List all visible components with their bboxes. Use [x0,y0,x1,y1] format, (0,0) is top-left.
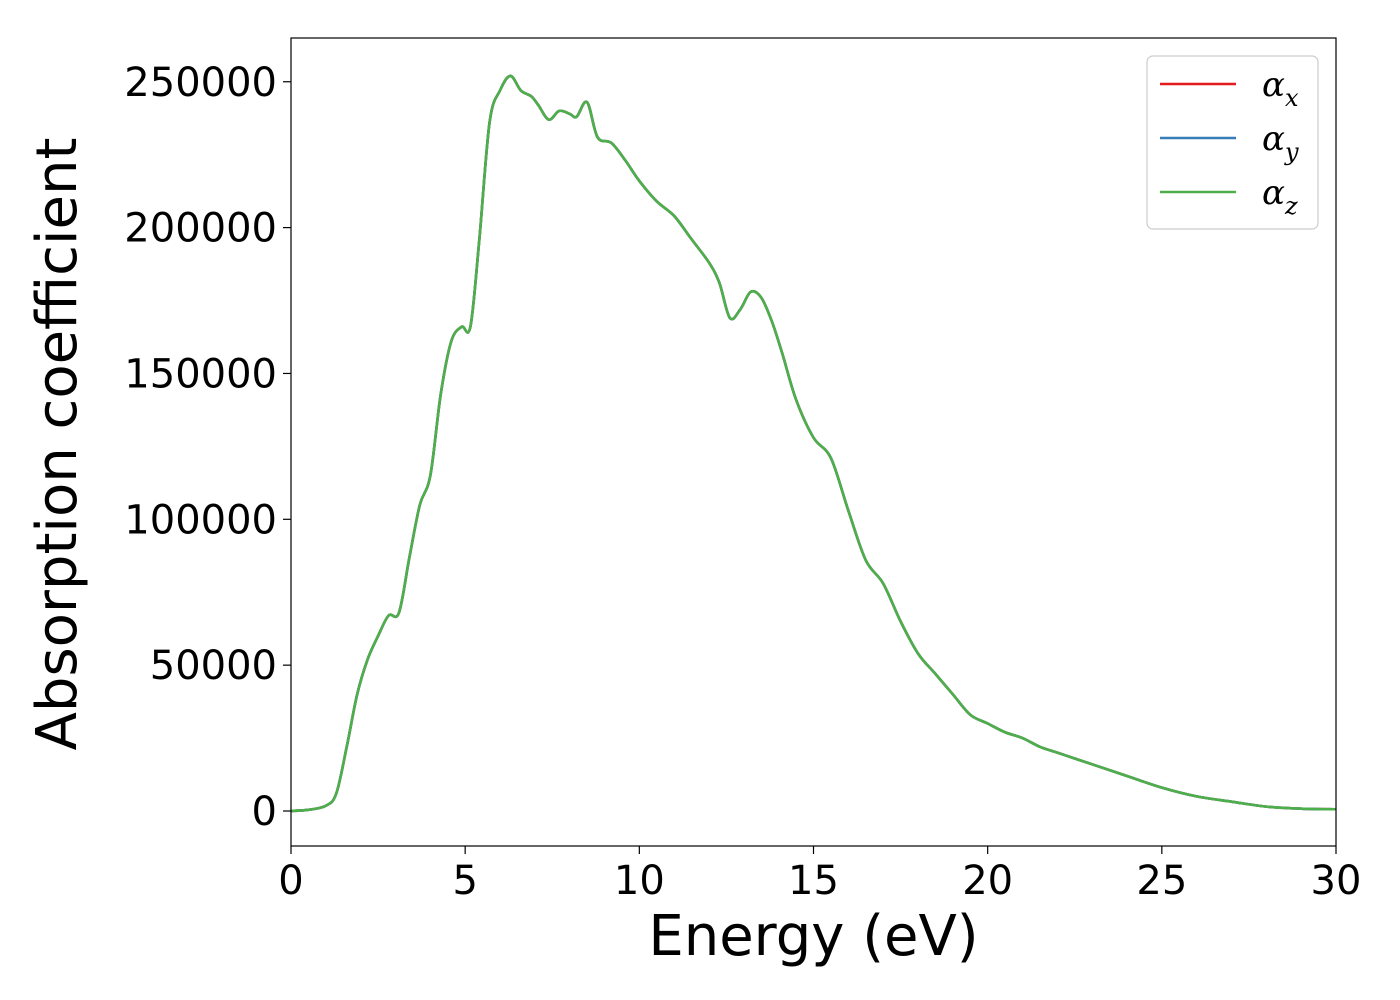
legend-label-y: αy [1262,119,1299,166]
x-tick-label: 0 [278,858,303,904]
y-axis-label: Absorption coefficient [25,138,90,751]
legend-box [1146,55,1319,230]
y-tick-label: 250000 [124,60,277,106]
x-tick-label: 5 [452,858,477,904]
x-tick-label: 15 [788,858,839,904]
series-line-z [290,74,1337,813]
legend: αx αy αz [1146,55,1319,230]
x-axis-label: Energy (eV) [648,904,978,969]
x-tick-label: 30 [1311,858,1362,904]
legend-label-x: αx [1262,65,1299,112]
y-tick-label: 0 [252,789,277,835]
y-tick-label: 50000 [150,643,277,689]
legend-label-z: αz [1262,173,1298,220]
x-tick-label: 10 [614,858,665,904]
x-tick-label: 20 [962,858,1013,904]
x-tick-label: 25 [1136,858,1187,904]
y-tick-label: 150000 [124,351,277,397]
y-tick-label: 200000 [124,206,277,252]
y-axis-ticks: 0 50000 100000 150000 200000 250000 [124,60,291,835]
y-tick-label: 100000 [124,497,277,543]
x-axis-ticks: 0 5 10 15 20 25 30 [278,846,1361,904]
series-lines [290,74,1337,813]
plot-frame [290,37,1337,847]
